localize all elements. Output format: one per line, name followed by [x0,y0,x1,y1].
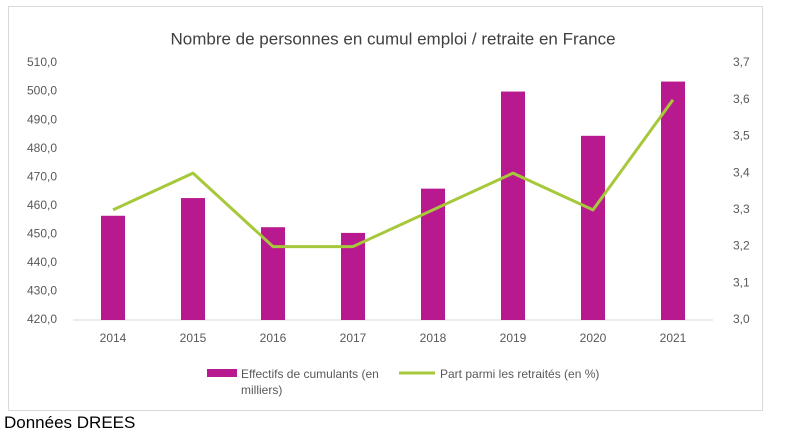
bar [581,135,605,320]
bar [261,227,285,320]
y-tick-label: 510,0 [27,55,57,69]
y-tick-label: 450,0 [27,227,57,241]
x-tick-label: 2016 [260,331,287,345]
bar [101,215,125,320]
x-tick-label: 2019 [500,331,527,345]
x-tick-label: 2015 [180,331,207,345]
y-tick-label: 430,0 [27,284,57,298]
bar [501,91,525,320]
y-tick-label: 480,0 [27,141,57,155]
y2-tick-label: 3,0 [733,312,750,326]
y-tick-label: 460,0 [27,198,57,212]
y2-tick-label: 3,1 [733,275,750,289]
y-tick-label: 470,0 [27,169,57,183]
x-tick-label: 2014 [100,331,127,345]
x-tick-label: 2021 [660,331,687,345]
y2-tick-label: 3,4 [733,165,750,179]
bar [181,198,205,320]
y-tick-label: 490,0 [27,112,57,126]
source-note: Données DREES [4,413,136,432]
y2-tick-label: 3,2 [733,239,750,253]
y2-tick-label: 3,6 [733,92,750,106]
y-tick-label: 500,0 [27,84,57,98]
x-tick-label: 2017 [340,331,367,345]
y2-tick-label: 3,3 [733,202,750,216]
y-tick-label: 440,0 [27,255,57,269]
legend-label: Effectifs de cumulants (en milliers) [241,367,379,397]
bar [661,81,685,320]
legend-label: Part parmi les retraités (en %) [440,367,600,381]
y2-tick-label: 3,7 [733,55,750,69]
chart-title: Nombre de personnes en cumul emploi / re… [170,29,615,48]
x-tick-label: 2018 [420,331,447,345]
y2-tick-label: 3,5 [733,129,750,143]
legend-swatch [207,369,237,377]
y-tick-label: 420,0 [27,312,57,326]
chart-border [8,6,763,411]
line-series [112,98,675,249]
x-tick-label: 2020 [580,331,607,345]
